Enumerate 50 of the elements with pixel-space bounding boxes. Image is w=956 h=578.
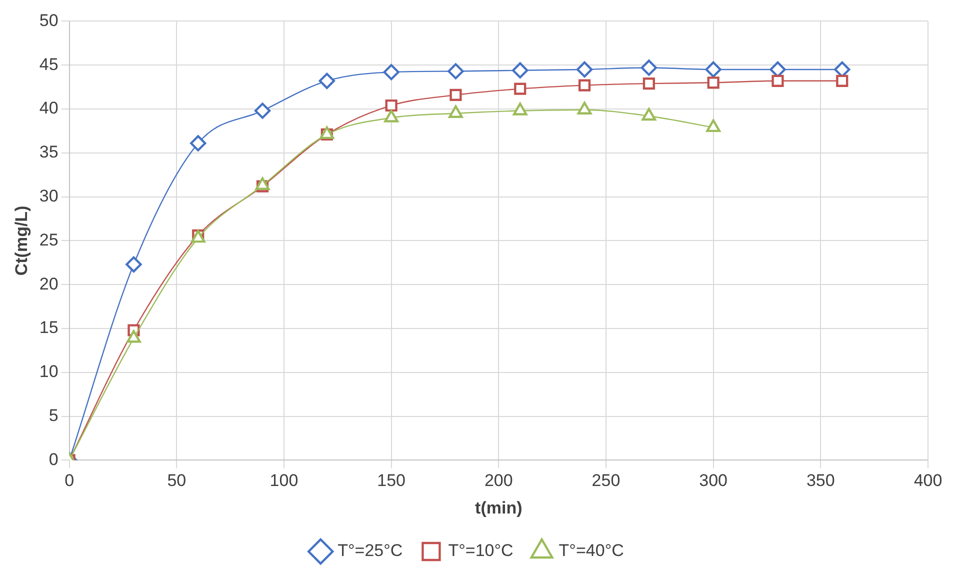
point <box>512 102 528 116</box>
x-tick-label: 400 <box>914 471 942 490</box>
y-axis-title: Ct(mg/L) <box>12 206 31 276</box>
point <box>707 76 720 89</box>
point <box>383 64 400 80</box>
y-tick-label: 40 <box>39 98 58 118</box>
legend-label: T°=25°C <box>338 541 403 560</box>
point <box>578 79 591 92</box>
point <box>772 74 784 87</box>
point <box>190 135 206 152</box>
point <box>254 102 271 119</box>
point <box>642 108 656 121</box>
point <box>577 102 592 114</box>
x-axis-title: t(min) <box>475 498 522 518</box>
point <box>384 110 398 122</box>
point <box>450 88 462 101</box>
y-tick-label: 30 <box>39 186 58 206</box>
y-tick-label: 15 <box>39 318 58 338</box>
y-tick-label: 10 <box>39 362 58 382</box>
y-tick-label: 25 <box>39 230 58 250</box>
y-tick-label: 45 <box>39 54 58 74</box>
point <box>514 82 526 95</box>
point <box>318 72 336 90</box>
point <box>448 63 464 80</box>
point <box>126 330 141 343</box>
legend-label: T°=40°C <box>558 541 624 560</box>
point <box>706 119 720 132</box>
y-tick-label: 0 <box>48 450 58 469</box>
point <box>385 99 398 112</box>
point <box>642 77 655 90</box>
point <box>255 177 270 190</box>
point <box>836 74 848 87</box>
x-tick-label: 100 <box>270 471 298 490</box>
y-tick-label: 50 <box>39 10 58 30</box>
point <box>448 105 463 118</box>
y-tick-label: 35 <box>39 142 58 162</box>
y-tick-label: 20 <box>39 274 58 294</box>
x-tick-label: 150 <box>377 471 406 490</box>
x-tick-label: 300 <box>699 471 728 490</box>
x-tick-label: 350 <box>806 471 835 490</box>
x-tick-label: 50 <box>167 471 186 490</box>
point <box>576 61 593 78</box>
y-tick-label: 5 <box>48 406 58 425</box>
x-tick-label: 200 <box>484 471 513 490</box>
legend-label: T°=10°C <box>448 541 514 560</box>
point <box>640 60 658 76</box>
point <box>512 62 528 78</box>
x-tick-label: 250 <box>592 471 620 490</box>
point <box>705 61 722 78</box>
x-tick-label: 0 <box>64 471 74 490</box>
